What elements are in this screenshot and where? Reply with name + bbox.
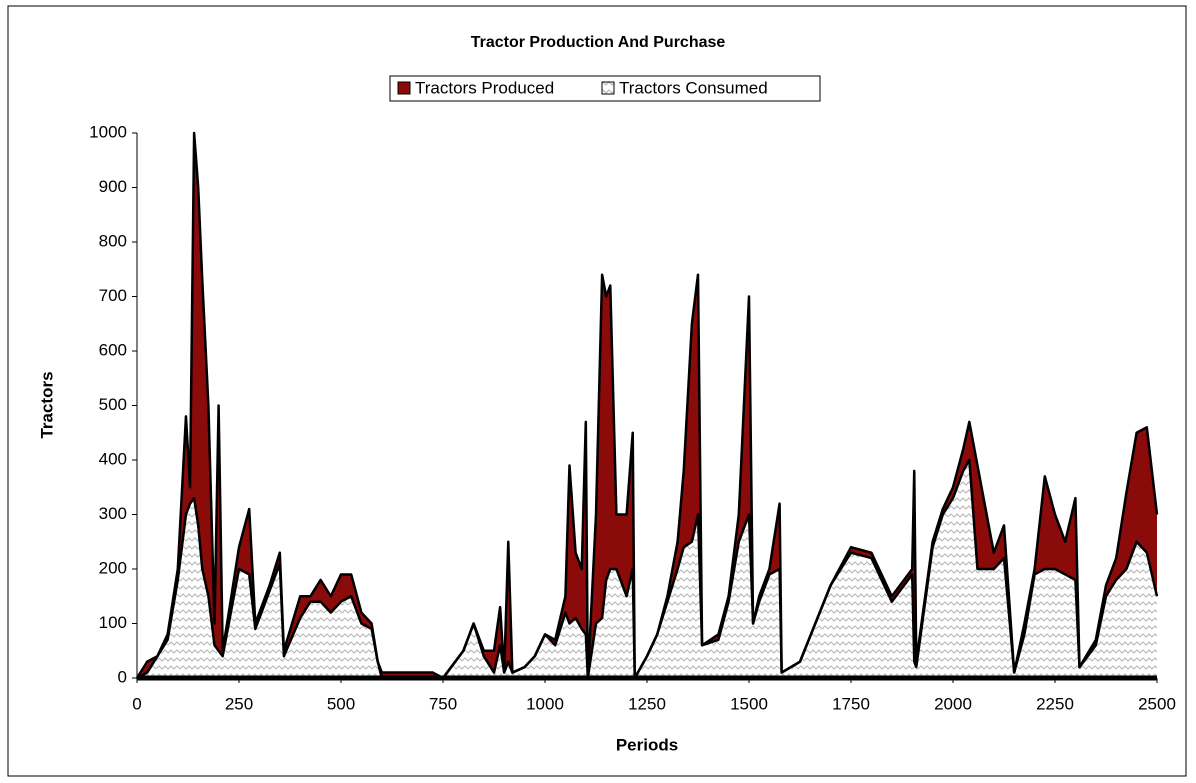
y-tick-label: 500 xyxy=(99,395,127,414)
x-axis-label: Periods xyxy=(616,735,678,754)
area xyxy=(137,460,1157,678)
y-tick-label: 600 xyxy=(99,340,127,359)
y-tick-label: 1000 xyxy=(89,122,127,141)
x-tick-label: 1250 xyxy=(628,694,666,713)
chart-title: Tractor Production And Purchase xyxy=(471,34,726,51)
legend-swatch xyxy=(601,81,615,95)
y-tick-label: 0 xyxy=(118,667,127,686)
x-tick-label: 2000 xyxy=(934,694,972,713)
y-tick-label: 300 xyxy=(99,504,127,523)
y-tick-label: 400 xyxy=(99,449,127,468)
line xyxy=(136,458,1159,680)
legend-swatch xyxy=(397,81,411,95)
y-tick-label: 100 xyxy=(99,613,127,632)
y-axis-label: Tractors xyxy=(37,371,56,438)
x-tick-label: 1750 xyxy=(832,694,870,713)
legend-label: Tractors Produced xyxy=(415,78,554,97)
x-tick-label: 750 xyxy=(429,694,457,713)
y-tick-label: 700 xyxy=(99,286,127,305)
y-tick-label: 200 xyxy=(99,558,127,577)
line xyxy=(135,131,1159,680)
x-tick-label: 1500 xyxy=(730,694,768,713)
x-tick-label: 500 xyxy=(327,694,355,713)
x-tick-label: 2500 xyxy=(1138,694,1176,713)
y-tick-label: 800 xyxy=(99,231,127,250)
x-tick-label: 250 xyxy=(225,694,253,713)
x-tick-label: 1000 xyxy=(526,694,564,713)
x-tick-label: 2250 xyxy=(1036,694,1074,713)
legend-label: Tractors Consumed xyxy=(619,78,768,97)
y-tick-label: 900 xyxy=(99,177,127,196)
x-tick-label: 0 xyxy=(132,694,141,713)
